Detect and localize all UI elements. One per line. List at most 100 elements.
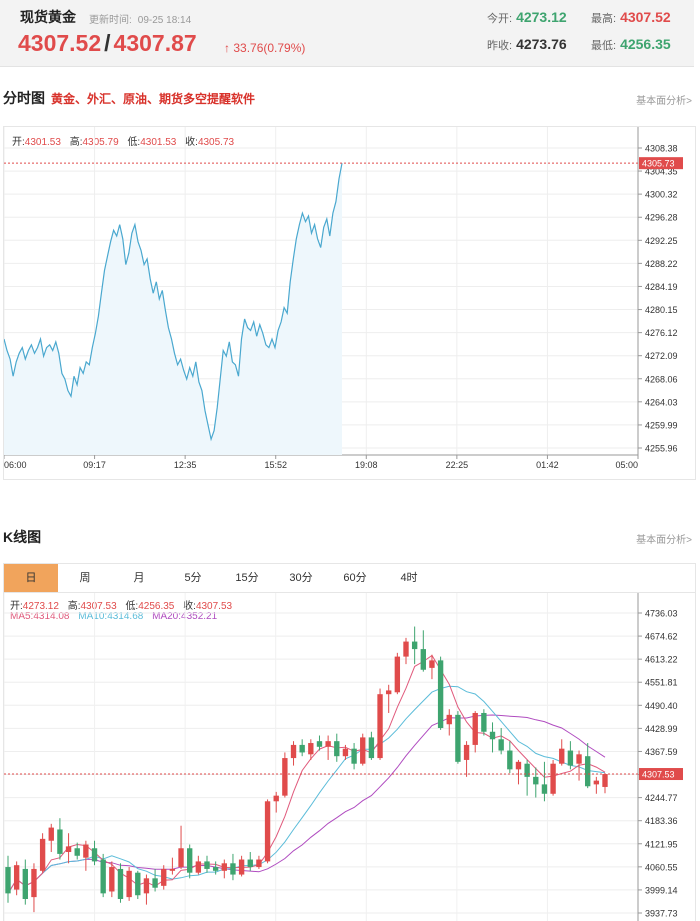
candle-body bbox=[334, 741, 340, 757]
candle-body bbox=[74, 848, 80, 856]
y-tick-label: 4490.40 bbox=[645, 701, 678, 711]
kline-title: K线图 bbox=[3, 529, 42, 545]
kline-open-value: 4273.12 bbox=[22, 601, 59, 612]
bid-price: 4307.52 bbox=[18, 30, 102, 56]
candle-body bbox=[394, 656, 401, 693]
tab-month[interactable]: 月 bbox=[133, 572, 145, 584]
candle-body bbox=[256, 859, 262, 868]
candle-body bbox=[282, 758, 288, 796]
candle-body bbox=[342, 748, 349, 757]
promo-link[interactable]: 黄金、外汇、原油、期货多空提醒软件 bbox=[51, 92, 256, 106]
candle-body bbox=[83, 844, 89, 858]
candle-body bbox=[325, 741, 331, 747]
candle-body bbox=[437, 660, 444, 729]
candle-body bbox=[541, 784, 548, 794]
x-tick-label: 15:52 bbox=[264, 460, 287, 470]
intraday-chart-container: 开:4301.53 高:4305.79 低:4301.53 收:4305.73 … bbox=[3, 126, 696, 480]
kline-close-label: 收: bbox=[183, 601, 196, 612]
current-price-tag bbox=[639, 157, 683, 170]
intraday-price-line bbox=[4, 163, 343, 442]
y-tick-label: 4268.06 bbox=[645, 374, 678, 384]
intraday-area bbox=[4, 163, 342, 455]
stat-open-label: 今开: bbox=[487, 13, 513, 25]
candle-body bbox=[515, 761, 522, 770]
candle-body bbox=[126, 870, 132, 898]
candle-body bbox=[13, 865, 20, 890]
y-tick-label: 4264.03 bbox=[645, 397, 678, 407]
x-tick-label: 22:25 bbox=[446, 460, 469, 470]
y-tick-label: 4613.22 bbox=[645, 655, 678, 665]
candle-body bbox=[308, 743, 314, 755]
stat-high-label: 最高: bbox=[591, 13, 617, 25]
update-time-label: 更新时间: bbox=[89, 15, 132, 26]
candle-body bbox=[91, 848, 98, 862]
kline-ohlc: 开:4273.12 高:4307.53 低:4256.35 收:4307.53 bbox=[10, 597, 238, 612]
y-tick-label: 4284.19 bbox=[645, 282, 678, 292]
candle-body bbox=[585, 756, 591, 787]
candle-body bbox=[559, 748, 565, 764]
y-tick-label: 3999.14 bbox=[645, 885, 678, 895]
tab-4hour[interactable]: 4时 bbox=[400, 572, 418, 584]
kline-high-value: 4307.53 bbox=[80, 601, 117, 612]
stat-low-value: 4256.35 bbox=[620, 36, 671, 52]
stat-open: 今开: 4273.12 bbox=[487, 9, 567, 26]
candle-body bbox=[117, 868, 124, 899]
candle-body bbox=[204, 861, 210, 869]
stat-low: 最低: 4256.35 bbox=[591, 36, 671, 53]
y-tick-label: 4259.99 bbox=[645, 420, 678, 430]
x-tick-label: 12:35 bbox=[174, 460, 197, 470]
candle-body bbox=[360, 737, 366, 764]
y-tick-label: 4551.81 bbox=[645, 678, 678, 688]
candle-body bbox=[411, 641, 418, 650]
candle-body bbox=[238, 859, 245, 875]
candle-body bbox=[463, 744, 470, 760]
y-tick-label: 4280.15 bbox=[645, 305, 678, 315]
tab-week[interactable]: 周 bbox=[79, 572, 91, 584]
candle-body bbox=[507, 750, 513, 770]
candle-body bbox=[351, 748, 357, 764]
tab-30min[interactable]: 30分 bbox=[289, 572, 313, 584]
tab-60min[interactable]: 60分 bbox=[343, 572, 367, 584]
kline-high-label: 高: bbox=[67, 601, 81, 612]
kline-low-value: 4256.35 bbox=[138, 601, 175, 612]
candle-body bbox=[161, 868, 167, 886]
candle-body bbox=[143, 878, 150, 894]
candle-body bbox=[472, 712, 478, 745]
candle-body bbox=[567, 750, 574, 766]
current-price-tag-label: 4307.53 bbox=[642, 770, 675, 780]
up-arrow-icon: ↑ bbox=[224, 41, 230, 55]
current-price-tag-label: 4305.73 bbox=[642, 159, 675, 169]
y-tick-label: 4304.35 bbox=[645, 167, 678, 177]
ask-price: 4307.87 bbox=[113, 30, 197, 56]
ma10-line bbox=[7, 685, 606, 894]
y-tick-label: 3937.73 bbox=[645, 909, 678, 919]
candle-body bbox=[377, 694, 383, 759]
intraday-low-value: 4301.53 bbox=[140, 137, 177, 148]
fundamental-analysis-link[interactable]: 基本面分析> bbox=[636, 96, 692, 107]
candle-body bbox=[100, 859, 106, 894]
candle-body bbox=[230, 863, 236, 875]
intraday-ohlc: 开:4301.53 高:4305.79 低:4301.53 收:4305.73 bbox=[12, 133, 240, 148]
intraday-high-label: 高: bbox=[69, 137, 83, 148]
candle-body bbox=[109, 867, 115, 892]
intraday-close-value: 4305.73 bbox=[197, 137, 235, 148]
kline-fundamental-link[interactable]: 基本面分析> bbox=[636, 535, 692, 546]
tab-5min[interactable]: 5分 bbox=[184, 572, 202, 584]
candle-body bbox=[316, 741, 323, 747]
stat-high-value: 4307.52 bbox=[620, 9, 671, 25]
y-tick-label: 4244.77 bbox=[645, 793, 678, 803]
tab-15min[interactable]: 15分 bbox=[235, 572, 259, 584]
stat-high: 最高: 4307.52 bbox=[591, 9, 671, 26]
stat-prev-close-value: 4273.76 bbox=[516, 36, 567, 52]
x-tick-label: 09:17 bbox=[83, 460, 106, 470]
candle-body bbox=[602, 774, 608, 787]
tab-day[interactable]: 日 bbox=[4, 564, 58, 592]
intraday-chart[interactable]: 4308.38 4304.35 4300.32 4296.28 4292.25 4288.… bbox=[4, 127, 695, 479]
candle-body bbox=[169, 868, 176, 871]
ma5-label: MA5: bbox=[10, 611, 34, 622]
x-tick-label: 06:00 bbox=[4, 460, 27, 470]
candle-body bbox=[524, 763, 530, 777]
y-tick-label: 4300.32 bbox=[645, 190, 678, 200]
kline-chart[interactable]: 4736.03 4674.62 4613.22 4551.81 4490.40 4428.… bbox=[4, 593, 695, 921]
ma5-line bbox=[7, 654, 606, 894]
